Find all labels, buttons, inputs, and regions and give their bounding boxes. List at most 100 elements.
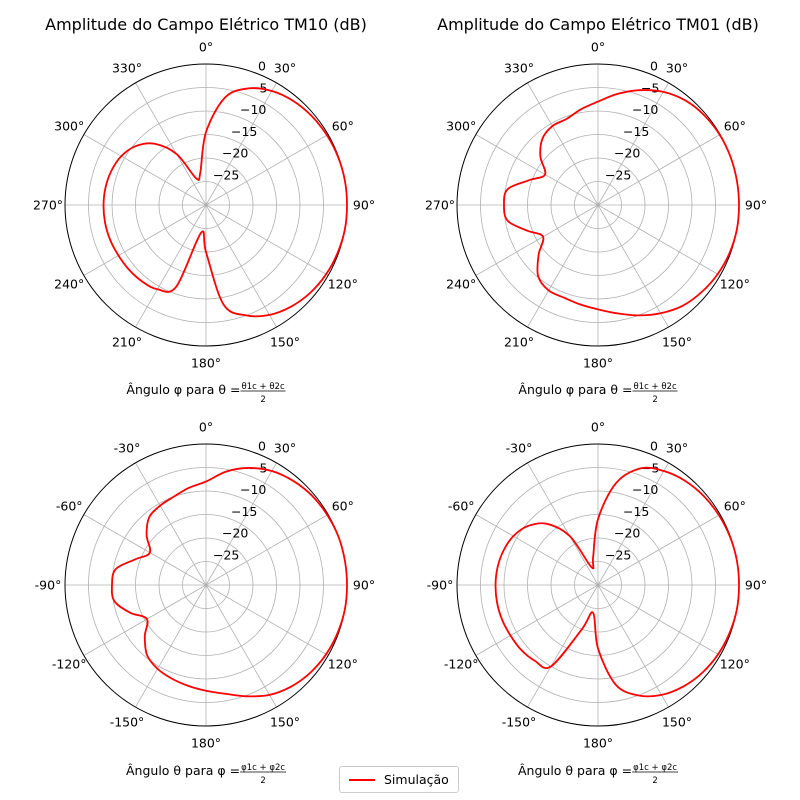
angular-gridline: [135, 204, 207, 328]
angle-tick-label: 270°: [33, 198, 63, 213]
series-line: [110, 467, 348, 698]
angular-gridline: [475, 584, 599, 656]
angular-gridline: [597, 204, 721, 276]
chart-title: Amplitude do Campo Elétrico TM10 (dB): [45, 15, 367, 34]
angular-gridline: [475, 514, 599, 586]
angular-gridline: [135, 82, 207, 206]
angle-tick-label: 60°: [332, 119, 354, 134]
angle-tick-label: 120°: [720, 277, 750, 292]
angle-tick-label: 150°: [270, 714, 300, 729]
angle-tick-label: 30°: [274, 61, 296, 76]
x-axis-label: Ângulo θ para φ = φ1c + φ2c 2: [518, 763, 678, 786]
angle-tick-label: 30°: [666, 61, 688, 76]
radial-tick-label: −10: [240, 102, 266, 117]
angle-tick-label: 120°: [328, 277, 358, 292]
angle-tick-label: 30°: [666, 441, 688, 456]
x-axis-label-numerator: θ1c + θ2c: [634, 382, 677, 392]
angular-gridline: [597, 584, 721, 656]
angular-gridline: [83, 584, 207, 656]
series-line: [494, 466, 740, 698]
angle-tick-label: 120°: [328, 657, 358, 672]
angular-gridline: [83, 204, 207, 276]
angle-tick-label: 60°: [724, 499, 746, 514]
angle-tick-label: -60°: [448, 499, 475, 514]
x-axis-label-denominator: 2: [652, 776, 657, 786]
radial-tick-label: −10: [632, 482, 658, 497]
x-axis-label-text: Ângulo φ para θ =: [518, 382, 632, 397]
angle-tick-label: -120°: [52, 657, 87, 672]
angle-tick-label: 270°: [425, 198, 455, 213]
angle-tick-label: 0°: [199, 420, 213, 435]
legend-label: Simulação: [384, 772, 449, 787]
angle-tick-label: 210°: [112, 334, 142, 349]
legend-swatch: [349, 779, 375, 781]
angle-tick-label: -30°: [114, 441, 141, 456]
angular-gridline: [205, 584, 277, 708]
angle-tick-label: 150°: [270, 334, 300, 349]
angular-gridline: [205, 584, 329, 656]
x-axis-label-numerator: φ1c + φ2c: [633, 763, 677, 773]
x-axis-label-text: Ângulo θ para φ =: [126, 763, 240, 778]
x-axis-label-denominator: 2: [260, 776, 265, 786]
angular-gridline: [205, 514, 329, 586]
radial-tick-label: −20: [614, 526, 640, 541]
x-axis-label-denominator: 2: [652, 395, 657, 405]
angle-tick-label: 30°: [274, 441, 296, 456]
angle-tick-label: 330°: [112, 61, 142, 76]
angle-tick-label: -120°: [444, 657, 479, 672]
angle-tick-label: 240°: [446, 277, 476, 292]
x-axis-label-text: Ângulo θ para φ =: [518, 763, 632, 778]
angular-gridline: [597, 514, 721, 586]
angle-tick-label: 120°: [720, 657, 750, 672]
angular-gridline: [83, 134, 207, 206]
angle-tick-label: 90°: [745, 578, 767, 593]
radial-tick-label: 0: [258, 439, 266, 454]
angle-tick-label: 60°: [332, 499, 354, 514]
angular-gridline: [205, 204, 329, 276]
angular-gridline: [205, 134, 329, 206]
angular-gridline: [597, 584, 669, 708]
radial-tick-label: 0: [258, 59, 266, 74]
angle-tick-label: -30°: [506, 441, 533, 456]
angular-gridline: [527, 82, 599, 206]
angle-tick-label: 210°: [504, 334, 534, 349]
angle-tick-label: 0°: [591, 420, 605, 435]
angle-tick-label: 0°: [591, 40, 605, 55]
legend: Simulação: [339, 766, 459, 793]
x-axis-label-numerator: φ1c + φ2c: [241, 763, 285, 773]
angle-tick-label: 180°: [583, 356, 613, 371]
angular-gridline: [597, 462, 669, 586]
x-axis-label: Ângulo φ para θ = θ1c + θ2c 2: [518, 382, 678, 405]
angle-tick-label: 90°: [745, 198, 767, 213]
angle-tick-label: -150°: [110, 714, 145, 729]
x-axis-label-text: Ângulo φ para θ =: [126, 382, 240, 397]
angular-gridline: [527, 462, 599, 586]
angle-tick-label: 0°: [199, 40, 213, 55]
angular-gridline: [83, 514, 207, 586]
series-line: [503, 89, 740, 317]
angle-tick-label: -150°: [502, 714, 537, 729]
angle-tick-label: 300°: [54, 119, 84, 134]
radial-tick-label: −15: [231, 124, 257, 139]
radial-tick-label: −10: [240, 482, 266, 497]
radial-tick-label: −15: [623, 124, 649, 139]
angular-gridline: [527, 584, 599, 708]
x-axis-label-denominator: 2: [260, 395, 265, 405]
angular-gridline: [205, 204, 277, 328]
angular-gridline: [135, 584, 207, 708]
angle-tick-label: 180°: [191, 356, 221, 371]
x-axis-label: Ângulo φ para θ = θ1c + θ2c 2: [126, 382, 286, 405]
angular-gridline: [205, 462, 277, 586]
angle-tick-label: 90°: [353, 578, 375, 593]
radial-tick-label: −25: [605, 167, 631, 182]
radial-tick-label: −15: [231, 504, 257, 519]
angle-tick-label: 150°: [662, 714, 692, 729]
angle-tick-label: 330°: [504, 61, 534, 76]
x-axis-label: Ângulo θ para φ = φ1c + φ2c 2: [126, 763, 286, 786]
angular-gridline: [475, 204, 599, 276]
angle-tick-label: 300°: [446, 119, 476, 134]
polar-chart-4: 0° 30° 60° 90° 120° 150° 180° -150° -120° -90° -60…: [427, 420, 767, 787]
chart-title: Amplitude do Campo Elétrico TM01 (dB): [437, 15, 759, 34]
angular-gridline: [205, 82, 277, 206]
angular-gridline: [597, 82, 669, 206]
